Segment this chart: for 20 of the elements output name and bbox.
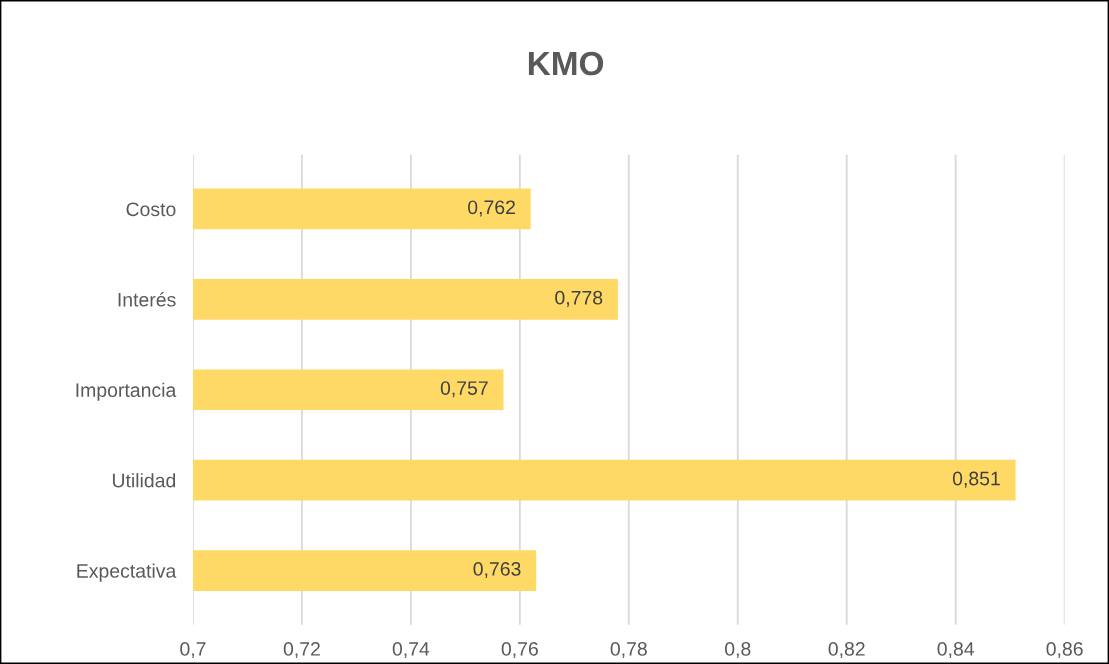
x-tick-label: 0,82: [828, 642, 865, 659]
chart-title: KMO: [528, 51, 604, 76]
x-tick-label: 0,76: [501, 642, 538, 659]
x-tick-label: 0,8: [725, 642, 751, 659]
data-label: 0,757: [440, 381, 488, 398]
x-tick-label: 0,74: [392, 642, 430, 659]
y-tick-label: Costo: [126, 202, 176, 217]
x-tick-label: 0,7: [180, 642, 206, 659]
y-tick-label: Utilidad: [112, 473, 176, 488]
y-tick-label: Importancia: [76, 382, 177, 401]
y-tick-label: Expectativa: [77, 563, 177, 582]
y-tick-label: Interés: [118, 292, 176, 307]
data-label: 0,763: [473, 562, 521, 579]
data-label: 0,851: [952, 471, 1000, 488]
x-tick-label: 0,72: [283, 642, 320, 659]
x-tick-label: 0,78: [610, 642, 647, 659]
data-label: 0,762: [468, 200, 515, 217]
x-tick-label: 0,84: [937, 642, 975, 659]
data-label: 0,778: [555, 290, 603, 307]
x-tick-label: 0,86: [1046, 642, 1083, 659]
